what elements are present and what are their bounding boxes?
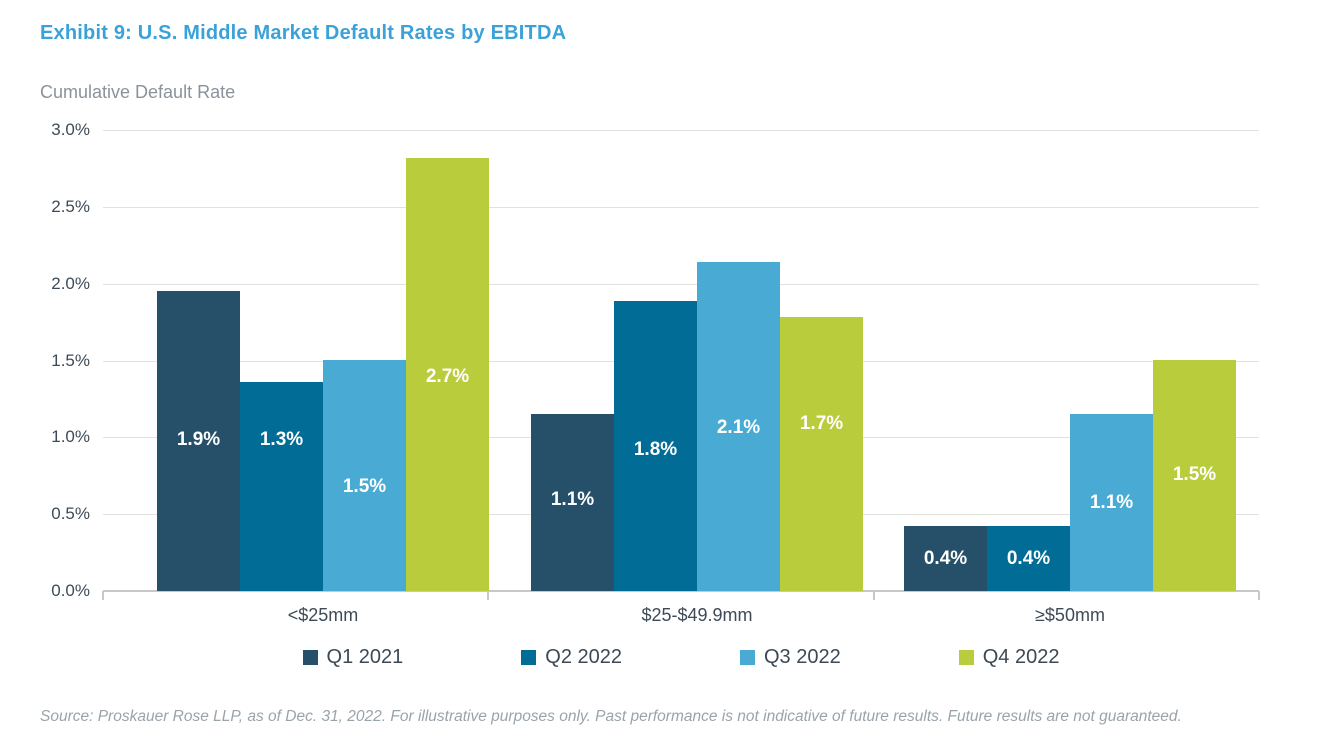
legend-label: Q2 2022	[545, 646, 622, 668]
bar-value-label: 0.4%	[923, 548, 968, 569]
legend-label: Q3 2022	[764, 646, 841, 668]
legend-swatch-icon	[521, 650, 537, 665]
x-axis-tick	[873, 591, 875, 600]
bar-q1-2021-group2: 1.1%	[531, 414, 614, 591]
source-note: Source: Proskauer Rose LLP, as of Dec. 3…	[40, 708, 1182, 725]
bar-q3-2022-group2: 2.1%	[697, 262, 780, 591]
y-tick-label: 2.5%	[51, 196, 90, 216]
bar-q4-2022-group3: 1.5%	[1153, 360, 1236, 591]
gridline	[103, 206, 1259, 208]
bar-q2-2022-group2: 1.8%	[614, 301, 697, 591]
x-axis-tick	[487, 591, 489, 600]
bar-value-label: 1.8%	[633, 439, 678, 460]
x-axis-tick	[1258, 591, 1260, 600]
y-tick-label: 0.5%	[51, 504, 90, 524]
chart-legend: Q1 2021 Q2 2022 Q3 2022 Q4 2022	[103, 646, 1259, 669]
legend-item-q3-2022: Q3 2022	[740, 646, 841, 669]
bar-q4-2022-group1: 2.7%	[406, 158, 489, 591]
legend-item-q1-2021: Q1 2021	[302, 646, 404, 669]
legend-swatch-icon	[302, 650, 318, 665]
exhibit-title: Exhibit 9: U.S. Middle Market Default Ra…	[40, 22, 567, 44]
bar-value-label: 0.4%	[1006, 548, 1051, 569]
bar-q2-2022-group3: 0.4%	[987, 526, 1070, 591]
legend-item-q4-2022: Q4 2022	[958, 646, 1060, 669]
bar-value-label: 1.5%	[342, 476, 387, 497]
bar-value-label: 2.1%	[716, 417, 761, 438]
legend-label: Q4 2022	[982, 646, 1060, 668]
y-tick-label: 1.5%	[51, 350, 90, 370]
gridline	[103, 283, 1259, 285]
y-tick-label: 3.0%	[51, 120, 90, 139]
bar-value-label: 1.3%	[259, 429, 304, 450]
bar-q3-2022-group1: 1.5%	[323, 360, 406, 591]
bar-value-label: 2.7%	[425, 366, 470, 387]
gridline	[103, 130, 1259, 131]
y-tick-label: 1.0%	[51, 427, 90, 447]
x-category-label: $25-$49.9mm	[641, 605, 753, 625]
legend-item-q2-2022: Q2 2022	[521, 646, 622, 669]
bar-value-label: 1.7%	[799, 413, 844, 434]
y-axis-title: Cumulative Default Rate	[40, 82, 236, 102]
bar-value-label: 1.1%	[1089, 492, 1134, 513]
bar-value-label: 1.5%	[1172, 464, 1217, 485]
bar-value-label: 1.1%	[550, 489, 595, 510]
bar-q4-2022-group2: 1.7%	[780, 317, 863, 591]
legend-label: Q1 2021	[326, 646, 404, 668]
legend-swatch-icon	[740, 650, 755, 665]
y-tick-label: 0.0%	[51, 581, 90, 600]
legend-swatch-icon	[958, 650, 974, 665]
y-tick-label: 2.0%	[51, 273, 90, 293]
x-category-label: <$25mm	[287, 605, 359, 625]
bar-q2-2022-group1: 1.3%	[240, 382, 323, 591]
x-axis-tick	[102, 591, 104, 600]
bar-q1-2021-group1: 1.9%	[157, 291, 240, 591]
bar-q1-2021-group3: 0.4%	[904, 526, 987, 591]
bar-q3-2022-group3: 1.1%	[1070, 414, 1153, 591]
bar-value-label: 1.9%	[176, 429, 221, 450]
x-axis-line	[103, 590, 1259, 592]
x-category-label: ≥$50mm	[1035, 605, 1105, 625]
